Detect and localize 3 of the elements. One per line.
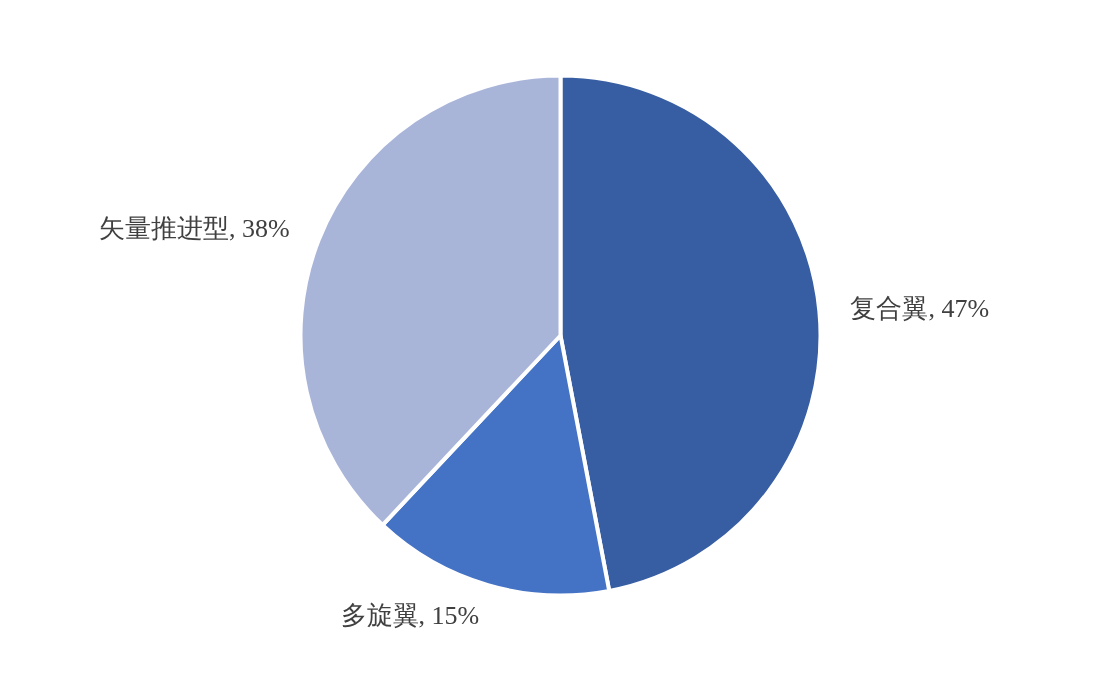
slice-label: 矢量推进型, 38% (99, 213, 290, 243)
slice-label: 复合翼, 47% (850, 293, 990, 323)
slice-label: 多旋翼, 15% (340, 600, 480, 630)
